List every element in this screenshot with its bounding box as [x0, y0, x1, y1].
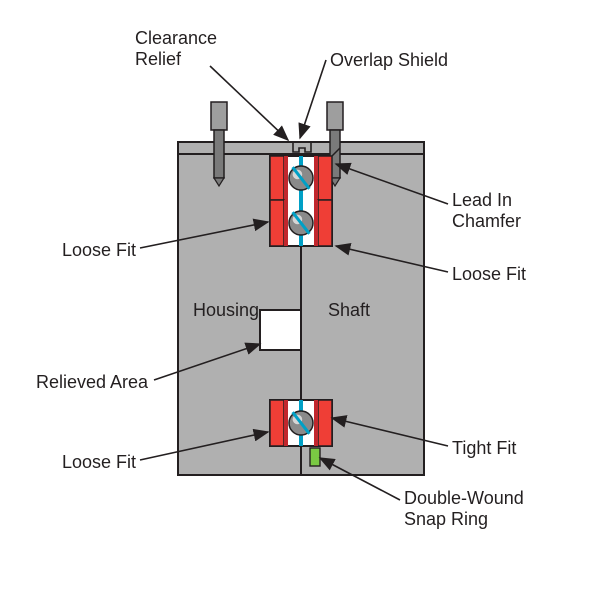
- label-lead-in-chamfer: Lead In Chamfer: [452, 190, 521, 231]
- label-tight-fit: Tight Fit: [452, 438, 516, 459]
- label-loose-fit-ll: Loose Fit: [62, 452, 136, 473]
- label-shaft: Shaft: [328, 300, 370, 321]
- label-loose-fit-ur: Loose Fit: [452, 264, 526, 285]
- label-snap-ring: Double-Wound Snap Ring: [404, 488, 524, 529]
- label-relieved-area: Relieved Area: [36, 372, 148, 393]
- label-loose-fit-ul: Loose Fit: [62, 240, 136, 261]
- label-housing: Housing: [193, 300, 259, 321]
- label-overlap-shield: Overlap Shield: [330, 50, 448, 71]
- label-clearance-relief: Clearance Relief: [135, 28, 217, 69]
